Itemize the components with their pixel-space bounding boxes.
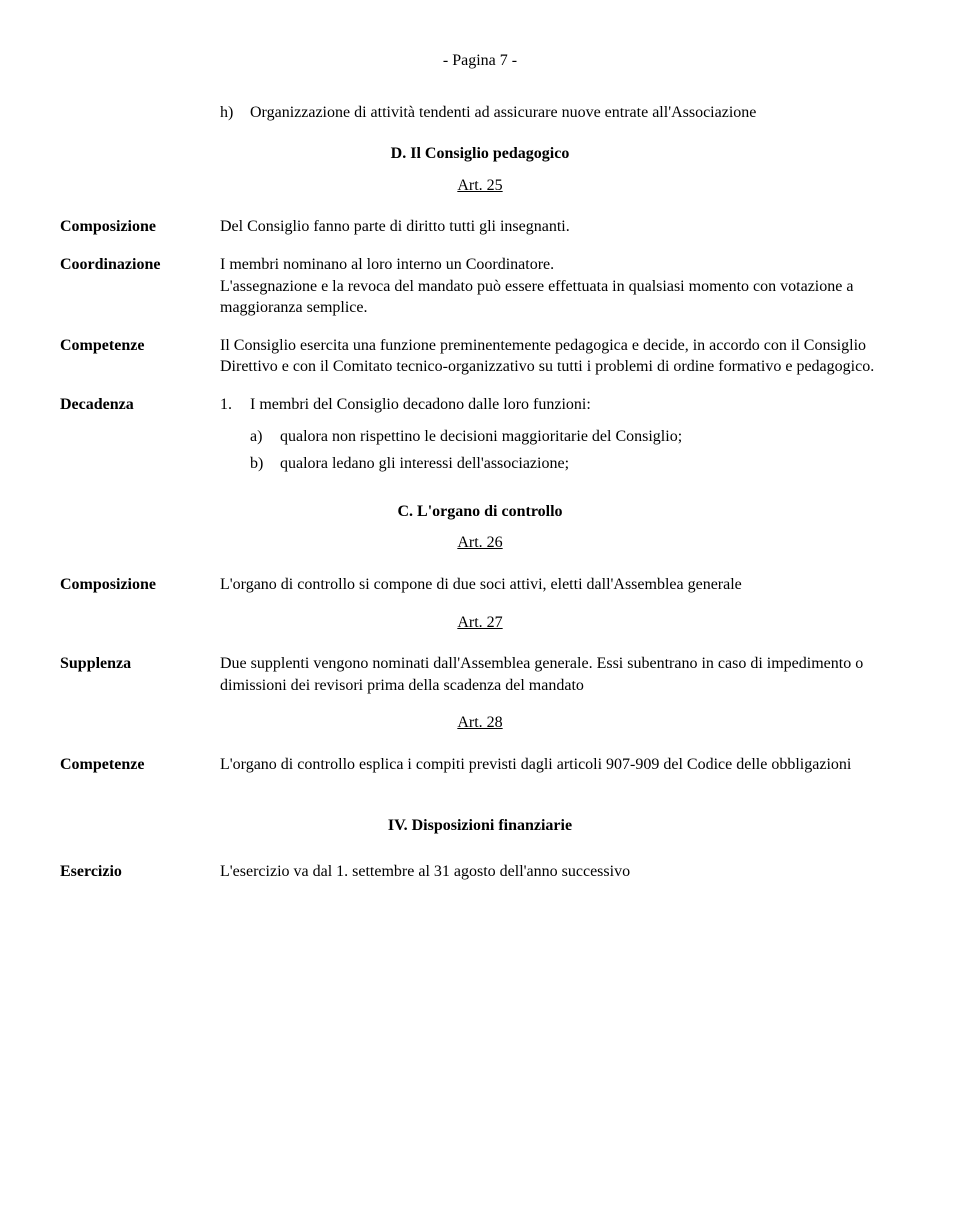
text-composizione-25: Del Consiglio fanno parte di diritto tut… — [220, 216, 900, 238]
text-esercizio: L'esercizio va dal 1. settembre al 31 ag… — [220, 861, 900, 883]
coord-p2: L'assegnazione e la revoca del mandato p… — [220, 276, 900, 319]
list-item-h: h) Organizzazione di attività tendenti a… — [220, 102, 900, 124]
text-supplenza: Due supplenti vengono nominati dall'Asse… — [220, 653, 900, 696]
row-supplenza: Supplenza Due supplenti vengono nominati… — [60, 653, 900, 696]
num-marker: 1. — [220, 394, 250, 416]
content-decadenza: 1. I membri del Consiglio decadono dalle… — [220, 394, 900, 481]
intro-list: h) Organizzazione di attività tendenti a… — [220, 102, 900, 124]
coord-p1: I membri nominano al loro interno un Coo… — [220, 254, 900, 276]
text-b: qualora ledano gli interessi dell'associ… — [280, 453, 900, 475]
chapter-iv-heading: IV. Disposizioni finanziarie — [60, 815, 900, 837]
list-text: Organizzazione di attività tendenti ad a… — [250, 102, 900, 124]
label-coordinazione: Coordinazione — [60, 254, 220, 319]
art-28-label: Art. 28 — [60, 712, 900, 734]
text-competenze-28: L'organo di controllo esplica i compiti … — [220, 754, 900, 776]
decadenza-a: a) qualora non rispettino le decisioni m… — [250, 426, 900, 448]
content-coordinazione: I membri nominano al loro interno un Coo… — [220, 254, 900, 319]
row-decadenza: Decadenza 1. I membri del Consiglio deca… — [60, 394, 900, 481]
label-composizione-26: Composizione — [60, 574, 220, 596]
art-27-label: Art. 27 — [60, 612, 900, 634]
row-competenze-25: Competenze Il Consiglio esercita una fun… — [60, 335, 900, 378]
marker-a: a) — [250, 426, 280, 448]
section-d-heading: D. Il Consiglio pedagogico — [60, 143, 900, 165]
decadenza-b: b) qualora ledano gli interessi dell'ass… — [250, 453, 900, 475]
row-competenze-28: Competenze L'organo di controllo esplica… — [60, 754, 900, 776]
row-composizione-26: Composizione L'organo di controllo si co… — [60, 574, 900, 596]
label-competenze: Competenze — [60, 335, 220, 378]
text-composizione-26: L'organo di controllo si compone di due … — [220, 574, 900, 596]
page-header: - Pagina 7 - — [60, 50, 900, 72]
label-decadenza: Decadenza — [60, 394, 220, 481]
marker-b: b) — [250, 453, 280, 475]
text-a: qualora non rispettino le decisioni magg… — [280, 426, 900, 448]
row-esercizio: Esercizio L'esercizio va dal 1. settembr… — [60, 861, 900, 883]
row-composizione-25: Composizione Del Consiglio fanno parte d… — [60, 216, 900, 238]
art-26-label: Art. 26 — [60, 532, 900, 554]
row-coordinazione: Coordinazione I membri nominano al loro … — [60, 254, 900, 319]
label-supplenza: Supplenza — [60, 653, 220, 696]
label-composizione: Composizione — [60, 216, 220, 238]
label-esercizio: Esercizio — [60, 861, 220, 883]
list-marker: h) — [220, 102, 250, 124]
art-25-label: Art. 25 — [60, 175, 900, 197]
label-competenze-28: Competenze — [60, 754, 220, 776]
text-competenze-25: Il Consiglio esercita una funzione premi… — [220, 335, 900, 378]
section-c-heading: C. L'organo di controllo — [60, 501, 900, 523]
decadenza-intro-text: I membri del Consiglio decadono dalle lo… — [250, 394, 900, 416]
decadenza-intro: 1. I membri del Consiglio decadono dalle… — [220, 394, 900, 416]
